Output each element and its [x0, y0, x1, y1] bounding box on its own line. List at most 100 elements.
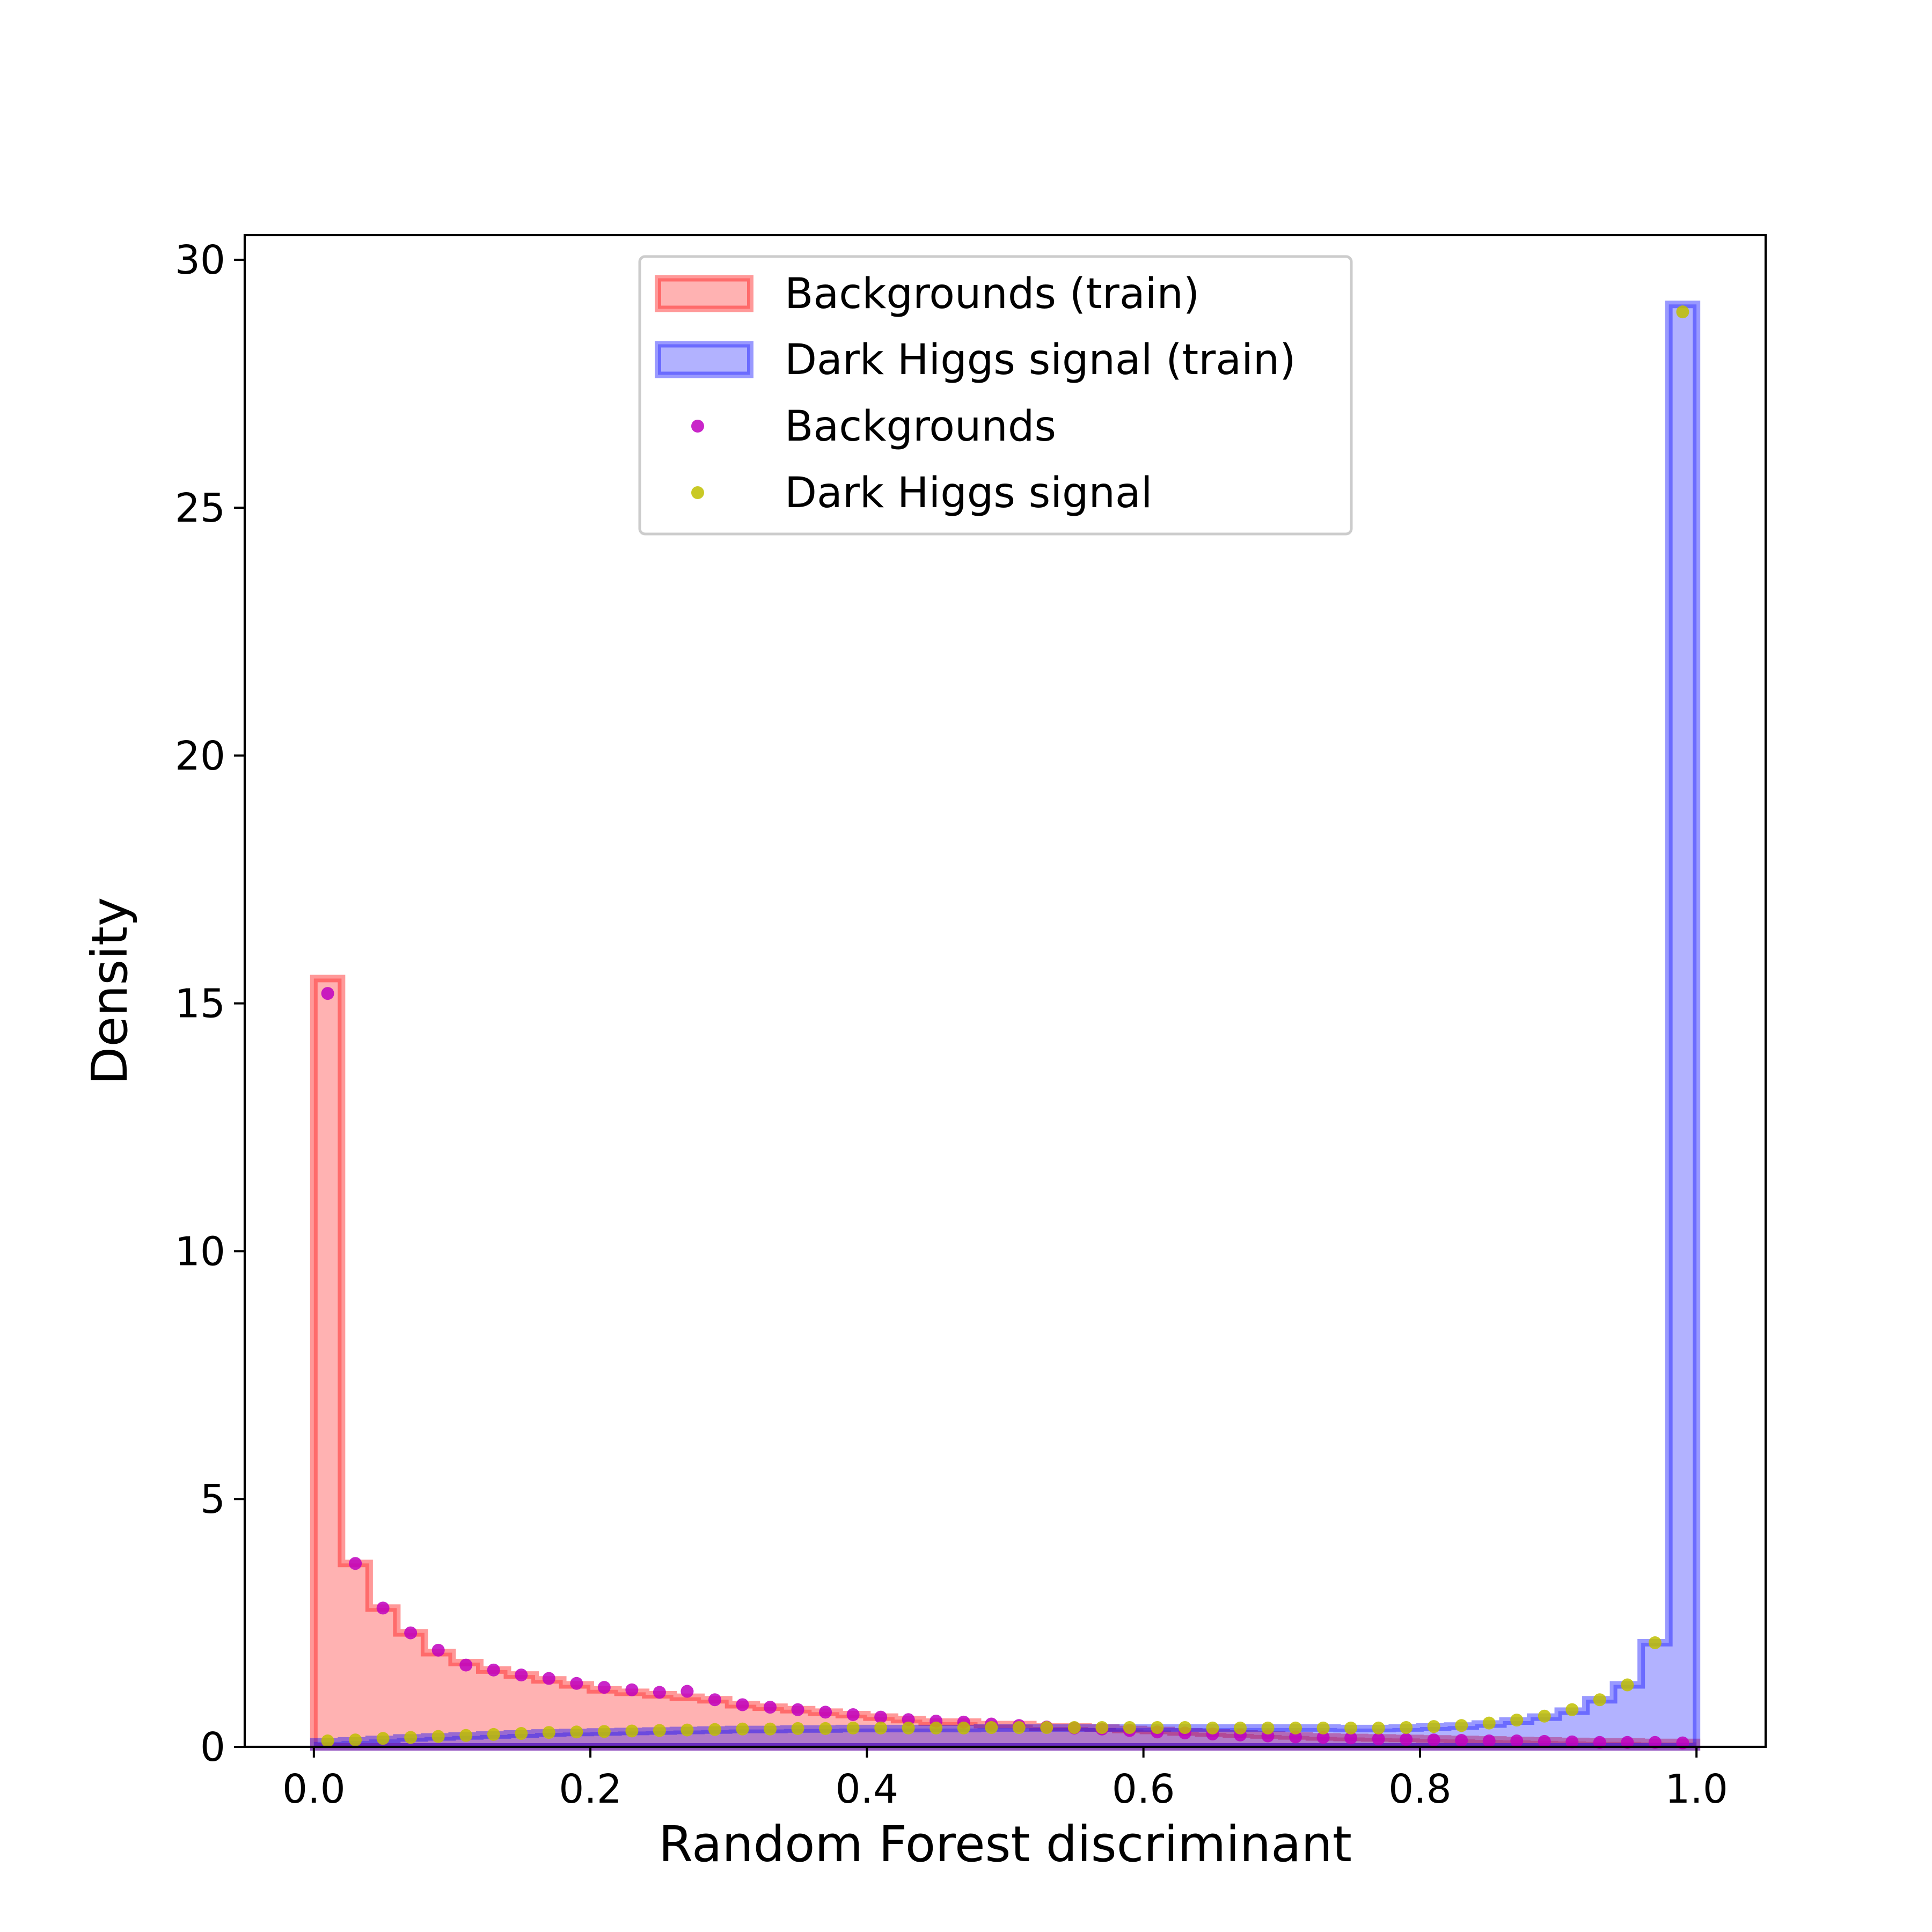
x-tick-label: 0.0 [282, 1766, 346, 1812]
legend-label: Dark Higgs signal (train) [785, 336, 1296, 384]
data-point [1178, 1721, 1191, 1734]
scatter-series-dark-higgs-signal [321, 305, 1689, 1747]
data-point [736, 1722, 749, 1736]
data-point [542, 1672, 555, 1685]
data-point [1482, 1716, 1496, 1730]
data-point [1400, 1721, 1413, 1734]
data-point [736, 1698, 749, 1711]
legend-label: Backgrounds [785, 402, 1056, 451]
data-point [625, 1683, 639, 1696]
data-point [874, 1710, 888, 1724]
data-point [1316, 1731, 1330, 1744]
data-point [1482, 1734, 1496, 1747]
data-point [1648, 1636, 1662, 1650]
data-point [1593, 1736, 1606, 1749]
data-point [1123, 1721, 1136, 1734]
legend-frame [638, 255, 1353, 536]
data-point [404, 1731, 418, 1744]
x-axis: 0.0 0.2 0.4 0.6 0.8 1.0 [282, 1747, 1728, 1812]
data-point [1565, 1735, 1579, 1748]
data-point [570, 1677, 583, 1690]
scatter-series-backgrounds [321, 987, 1689, 1750]
data-point [570, 1725, 583, 1739]
data-point [1538, 1735, 1551, 1748]
data-point [874, 1721, 888, 1735]
y-axis: 0 5 10 15 20 25 30 [175, 237, 245, 1770]
data-point [515, 1668, 528, 1682]
data-point [1676, 305, 1689, 319]
y-tick-label: 10 [175, 1228, 225, 1275]
data-point [1455, 1719, 1468, 1732]
y-tick-label: 25 [175, 485, 225, 531]
data-point [1289, 1730, 1302, 1744]
data-point [431, 1730, 445, 1743]
legend: Backgrounds (train) Dark Higgs signal (tr… [638, 255, 1353, 536]
data-point [846, 1708, 860, 1721]
data-point [791, 1703, 804, 1716]
data-point [376, 1601, 390, 1615]
x-axis-label: Random Forest discriminant [658, 1816, 1352, 1873]
data-point [459, 1658, 473, 1672]
data-point [349, 1733, 362, 1747]
y-tick-label: 15 [175, 981, 225, 1027]
data-point [1067, 1721, 1081, 1734]
data-point [930, 1721, 943, 1735]
data-point [1012, 1721, 1026, 1734]
data-point [515, 1727, 528, 1740]
data-point [321, 987, 334, 1000]
data-point [1289, 1721, 1302, 1735]
x-tick-label: 1.0 [1665, 1766, 1728, 1812]
data-point [625, 1724, 639, 1738]
x-tick-label: 0.4 [836, 1766, 899, 1812]
data-point [1095, 1721, 1109, 1734]
data-point [1565, 1703, 1579, 1716]
data-point [459, 1729, 473, 1742]
axes-frame [243, 233, 1767, 1748]
plot-area [310, 301, 1701, 1751]
data-point [1621, 1736, 1634, 1749]
data-point [708, 1723, 721, 1736]
data-point [1344, 1731, 1358, 1745]
data-point [431, 1643, 445, 1657]
data-point [1040, 1721, 1053, 1734]
legend-label: Dark Higgs signal [785, 469, 1152, 517]
data-point [1648, 1736, 1662, 1749]
data-point [349, 1557, 362, 1570]
data-point [404, 1626, 418, 1640]
y-tick-label: 0 [200, 1724, 225, 1770]
data-point [376, 1732, 390, 1745]
data-point [1427, 1720, 1440, 1733]
data-point [1538, 1709, 1551, 1723]
data-point [1206, 1721, 1219, 1735]
data-point [653, 1724, 666, 1737]
data-point [1261, 1721, 1275, 1735]
y-tick-label: 20 [175, 733, 225, 779]
data-point [1455, 1733, 1468, 1747]
data-point [597, 1725, 611, 1738]
data-point [1427, 1733, 1440, 1747]
legend-marker [691, 420, 704, 433]
data-point [1372, 1732, 1385, 1746]
data-point [1316, 1721, 1330, 1735]
data-point [1372, 1721, 1385, 1735]
data-point [1151, 1721, 1164, 1734]
x-tick-label: 0.8 [1388, 1766, 1452, 1812]
data-point [1344, 1721, 1358, 1735]
data-point [680, 1723, 694, 1737]
legend-label: Backgrounds (train) [785, 270, 1199, 318]
data-point [902, 1721, 915, 1735]
data-point [321, 1734, 334, 1747]
data-point [487, 1728, 500, 1741]
data-point [708, 1693, 721, 1707]
x-tick-label: 0.2 [559, 1766, 622, 1812]
data-point [680, 1685, 694, 1698]
y-tick-label: 5 [200, 1476, 225, 1523]
y-tick-label: 30 [175, 237, 225, 283]
data-point [597, 1681, 611, 1694]
data-point [1400, 1733, 1413, 1746]
data-point [1510, 1714, 1524, 1727]
data-point [1233, 1721, 1247, 1735]
data-point [985, 1721, 998, 1734]
data-point [957, 1721, 970, 1735]
